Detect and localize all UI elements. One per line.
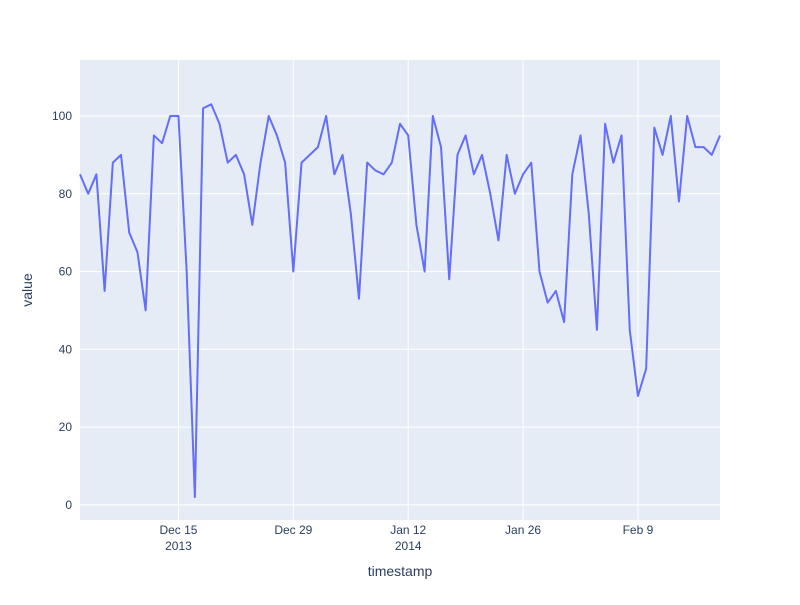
x-tick-label: Jan 26 (505, 523, 541, 537)
y-tick-label: 40 (59, 342, 73, 356)
y-axis-title: value (19, 273, 35, 307)
x-tick-label: Dec 29 (274, 523, 312, 537)
x-tick-label: Feb 9 (623, 523, 654, 537)
x-axis-title: timestamp (368, 563, 433, 579)
data-line (79, 103, 721, 499)
plot-area (80, 60, 720, 520)
x-tick-label: Dec 15 2013 (159, 523, 197, 553)
y-tick-label: 100 (52, 109, 72, 123)
y-tick-label: 60 (59, 265, 73, 279)
y-tick-label: 20 (59, 420, 73, 434)
lines (79, 103, 721, 499)
x-tick-label: Jan 12 2014 (390, 523, 426, 553)
y-tick-label: 80 (59, 187, 73, 201)
y-tick-label: 0 (65, 498, 72, 512)
